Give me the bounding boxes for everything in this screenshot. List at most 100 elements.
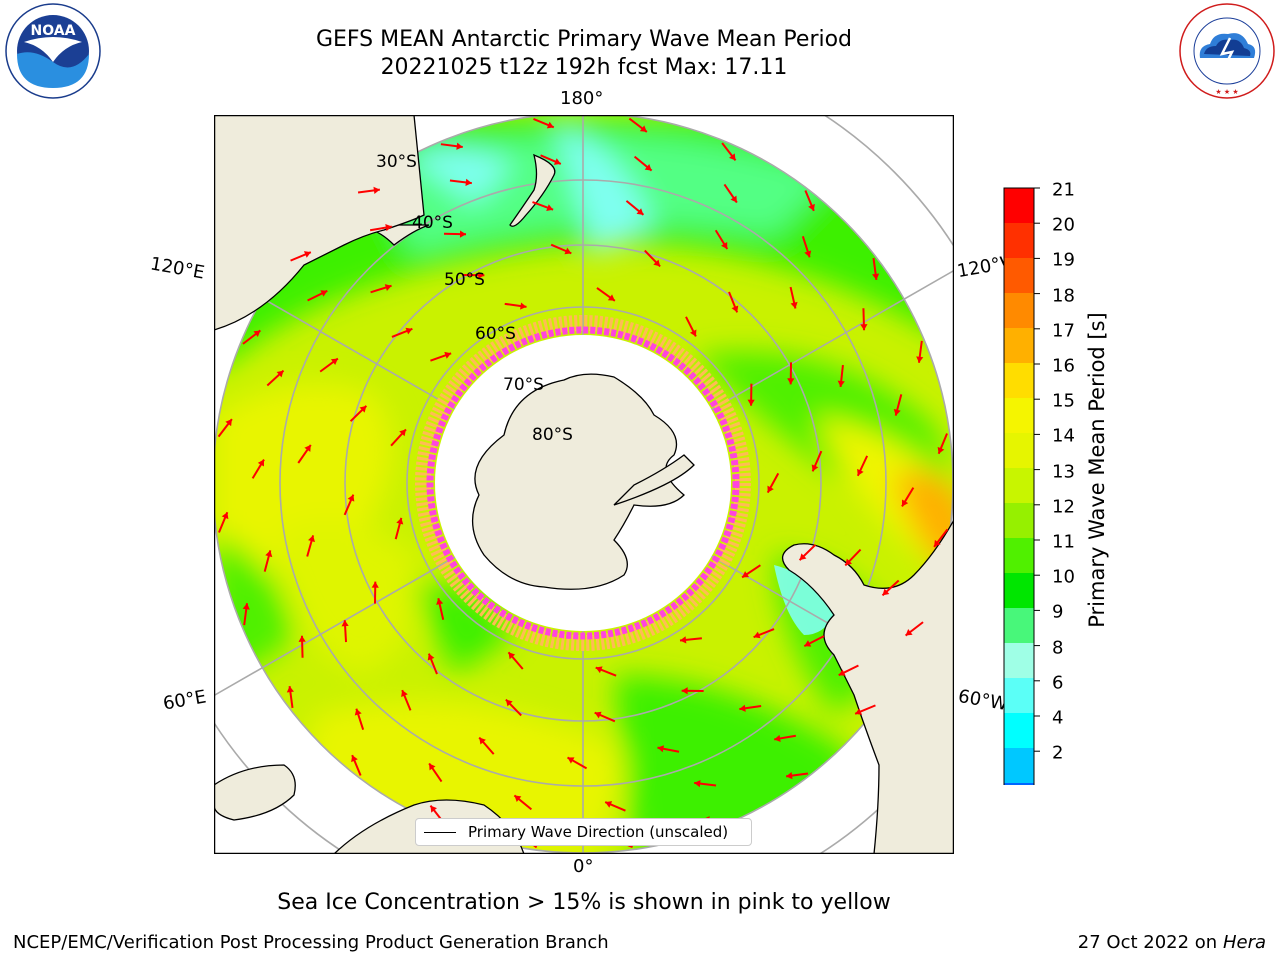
colorbar-ticks: 21 20 19 18 17 16 15 14 13 12 11 10 9 8 6 4 2 — [1040, 180, 1100, 780]
footer-date: 27 Oct 2022 on Hera — [1078, 932, 1266, 953]
wave-direction-arrowhead — [753, 631, 761, 639]
colorbar-frame — [1003, 187, 1035, 785]
colorbar — [1003, 187, 1040, 785]
wave-direction-arrowhead — [564, 247, 572, 255]
antarctica — [471, 373, 685, 590]
colorbar-tick-label: 8 — [1052, 637, 1064, 659]
colorbar-segment — [1004, 188, 1034, 223]
national-weather-service-logo: ★ ★ ★ — [1178, 2, 1276, 104]
wave-direction-arrowhead — [639, 125, 647, 132]
wave-direction-arrowhead — [242, 603, 250, 610]
wave-direction-arrowhead — [595, 666, 603, 674]
wave-direction-arrowhead — [351, 755, 358, 763]
wave-direction-arrowhead — [657, 745, 665, 753]
footer-host: Hera — [1222, 932, 1266, 953]
map-legend: Primary Wave Direction (unscaled) — [415, 818, 752, 846]
wave-direction-arrowhead — [808, 203, 815, 211]
wave-direction-arrowhead — [860, 324, 868, 331]
map-frame — [213, 114, 955, 855]
wave-direction-arrowhead — [373, 186, 380, 194]
wave-direction-arrowhead — [399, 429, 406, 437]
colorbar-segment — [1004, 643, 1034, 678]
colorbar-segment — [1004, 678, 1034, 713]
colorbar-tick-label: 17 — [1052, 320, 1075, 342]
lat-label-80s: 80°S — [532, 425, 573, 445]
colorbar-tick-label: 10 — [1052, 566, 1075, 588]
colorbar-segment — [1004, 573, 1034, 608]
wave-direction-arrowhead — [286, 686, 294, 693]
colorbar-segment — [1004, 258, 1034, 293]
colorbar-tick-label: 9 — [1052, 601, 1064, 623]
lat-label-70s: 70°S — [503, 375, 544, 395]
wave-direction-arrowhead — [790, 301, 798, 309]
wave-direction-arrowhead — [553, 158, 561, 165]
wave-direction-arrowhead — [607, 294, 615, 301]
colorbar-tick-label: 11 — [1052, 531, 1075, 553]
colorbar-tick-label: 18 — [1052, 285, 1075, 307]
madagascar — [213, 764, 296, 821]
wave-direction-arrowhead — [546, 121, 554, 129]
wave-direction-arrowhead — [729, 153, 736, 161]
wave-direction-arrowhead — [520, 302, 527, 310]
sea-ice-note: Sea Ice Concentration > 15% is shown in … — [277, 890, 891, 915]
colorbar-label: Primary Wave Mean Period [s] — [1085, 312, 1109, 628]
wave-direction-arrowhead — [916, 356, 924, 363]
lat-label-30s: 30°S — [376, 152, 417, 172]
colorbar-tick-label: 20 — [1052, 214, 1075, 236]
wave-direction-arrowhead — [681, 687, 688, 695]
lon-label-120e: 120°E — [148, 253, 207, 284]
wave-direction-arrowhead — [774, 734, 781, 742]
wave-direction-arrowhead — [811, 464, 819, 472]
wave-direction-arrowhead — [546, 204, 554, 212]
wave-direction-arrowhead — [605, 801, 613, 808]
wave-direction-arrowhead — [934, 539, 941, 547]
colorbar-segment — [1004, 503, 1034, 538]
wave-direction-arrowhead — [478, 271, 485, 279]
legend-line-swatch — [424, 832, 456, 833]
lon-label-180: 180° — [560, 88, 604, 109]
wave-direction-arrowhead — [508, 652, 516, 660]
colorbar-tick-label: 12 — [1052, 496, 1075, 518]
wave-direction-arrowhead — [265, 550, 273, 558]
colorbar-segment — [1004, 713, 1034, 748]
wave-direction-arrowhead — [653, 259, 661, 267]
lon-label-0: 0° — [573, 856, 594, 877]
colorbar-tick-label: 2 — [1052, 742, 1064, 764]
wave-direction-arrowhead — [385, 224, 392, 232]
wave-direction-arrowhead — [253, 330, 261, 337]
south-america — [782, 517, 955, 855]
lat-label-50s: 50°S — [444, 270, 485, 290]
wave-direction-arrowhead — [845, 558, 853, 566]
wave-direction-arrowhead — [444, 351, 452, 359]
wave-direction-arrowhead — [225, 419, 232, 427]
wave-direction-arrowhead — [937, 446, 945, 454]
wave-direction-arrowhead — [689, 329, 697, 337]
colorbar-segment — [1004, 363, 1034, 398]
wave-direction-arrowhead — [804, 250, 812, 258]
colorbar-segment — [1004, 328, 1034, 363]
colorbar-segment — [1004, 538, 1034, 573]
legend-label: Primary Wave Direction (unscaled) — [468, 823, 729, 841]
wave-direction-arrowhead — [905, 629, 913, 636]
wave-direction-arrowhead — [747, 399, 755, 406]
wave-direction-arrowhead — [221, 512, 229, 520]
wave-direction-arrowhead — [893, 408, 901, 416]
wave-direction-arrowhead — [330, 358, 338, 366]
colorbar-segment — [1004, 748, 1034, 783]
wave-direction-arrowhead — [838, 669, 846, 676]
noaa-logo-text: NOAA — [31, 23, 76, 39]
wave-direction-arrowhead — [430, 805, 437, 813]
wave-direction-arrowhead — [882, 588, 890, 596]
wave-direction-arrowhead — [636, 208, 644, 215]
colorbar-segment — [1004, 398, 1034, 433]
wave-direction-arrowhead — [694, 780, 701, 788]
wave-direction-arrowhead — [644, 163, 652, 171]
wave-direction-arrowhead — [799, 553, 807, 561]
wave-direction-arrowhead — [679, 636, 687, 644]
wave-direction-arrowhead — [786, 772, 793, 780]
wave-direction-arrowhead — [371, 581, 379, 588]
footer-date-text: 27 Oct 2022 on — [1077, 932, 1223, 953]
wave-direction-arrowhead — [354, 708, 362, 716]
colorbar-segment — [1004, 608, 1034, 643]
wave-direction-arrowhead — [787, 378, 795, 385]
